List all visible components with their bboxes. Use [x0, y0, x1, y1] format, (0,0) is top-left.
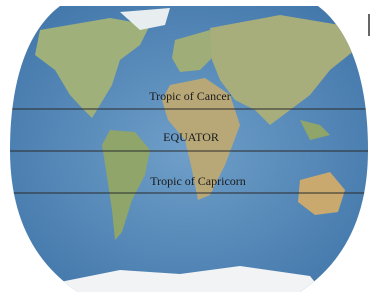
tropic-of-cancer-label: Tropic of Cancer	[149, 89, 231, 103]
tropic-of-capricorn-label: Tropic of Capricorn	[150, 174, 246, 188]
equator-label: EQUATOR	[163, 130, 219, 144]
map-body	[0, 0, 375, 301]
page: {"map": {"lines": [ {"label": "Tropic of…	[0, 0, 375, 301]
world-map: Tropic of Cancer EQUATOR Tropic of Capri…	[0, 0, 375, 301]
